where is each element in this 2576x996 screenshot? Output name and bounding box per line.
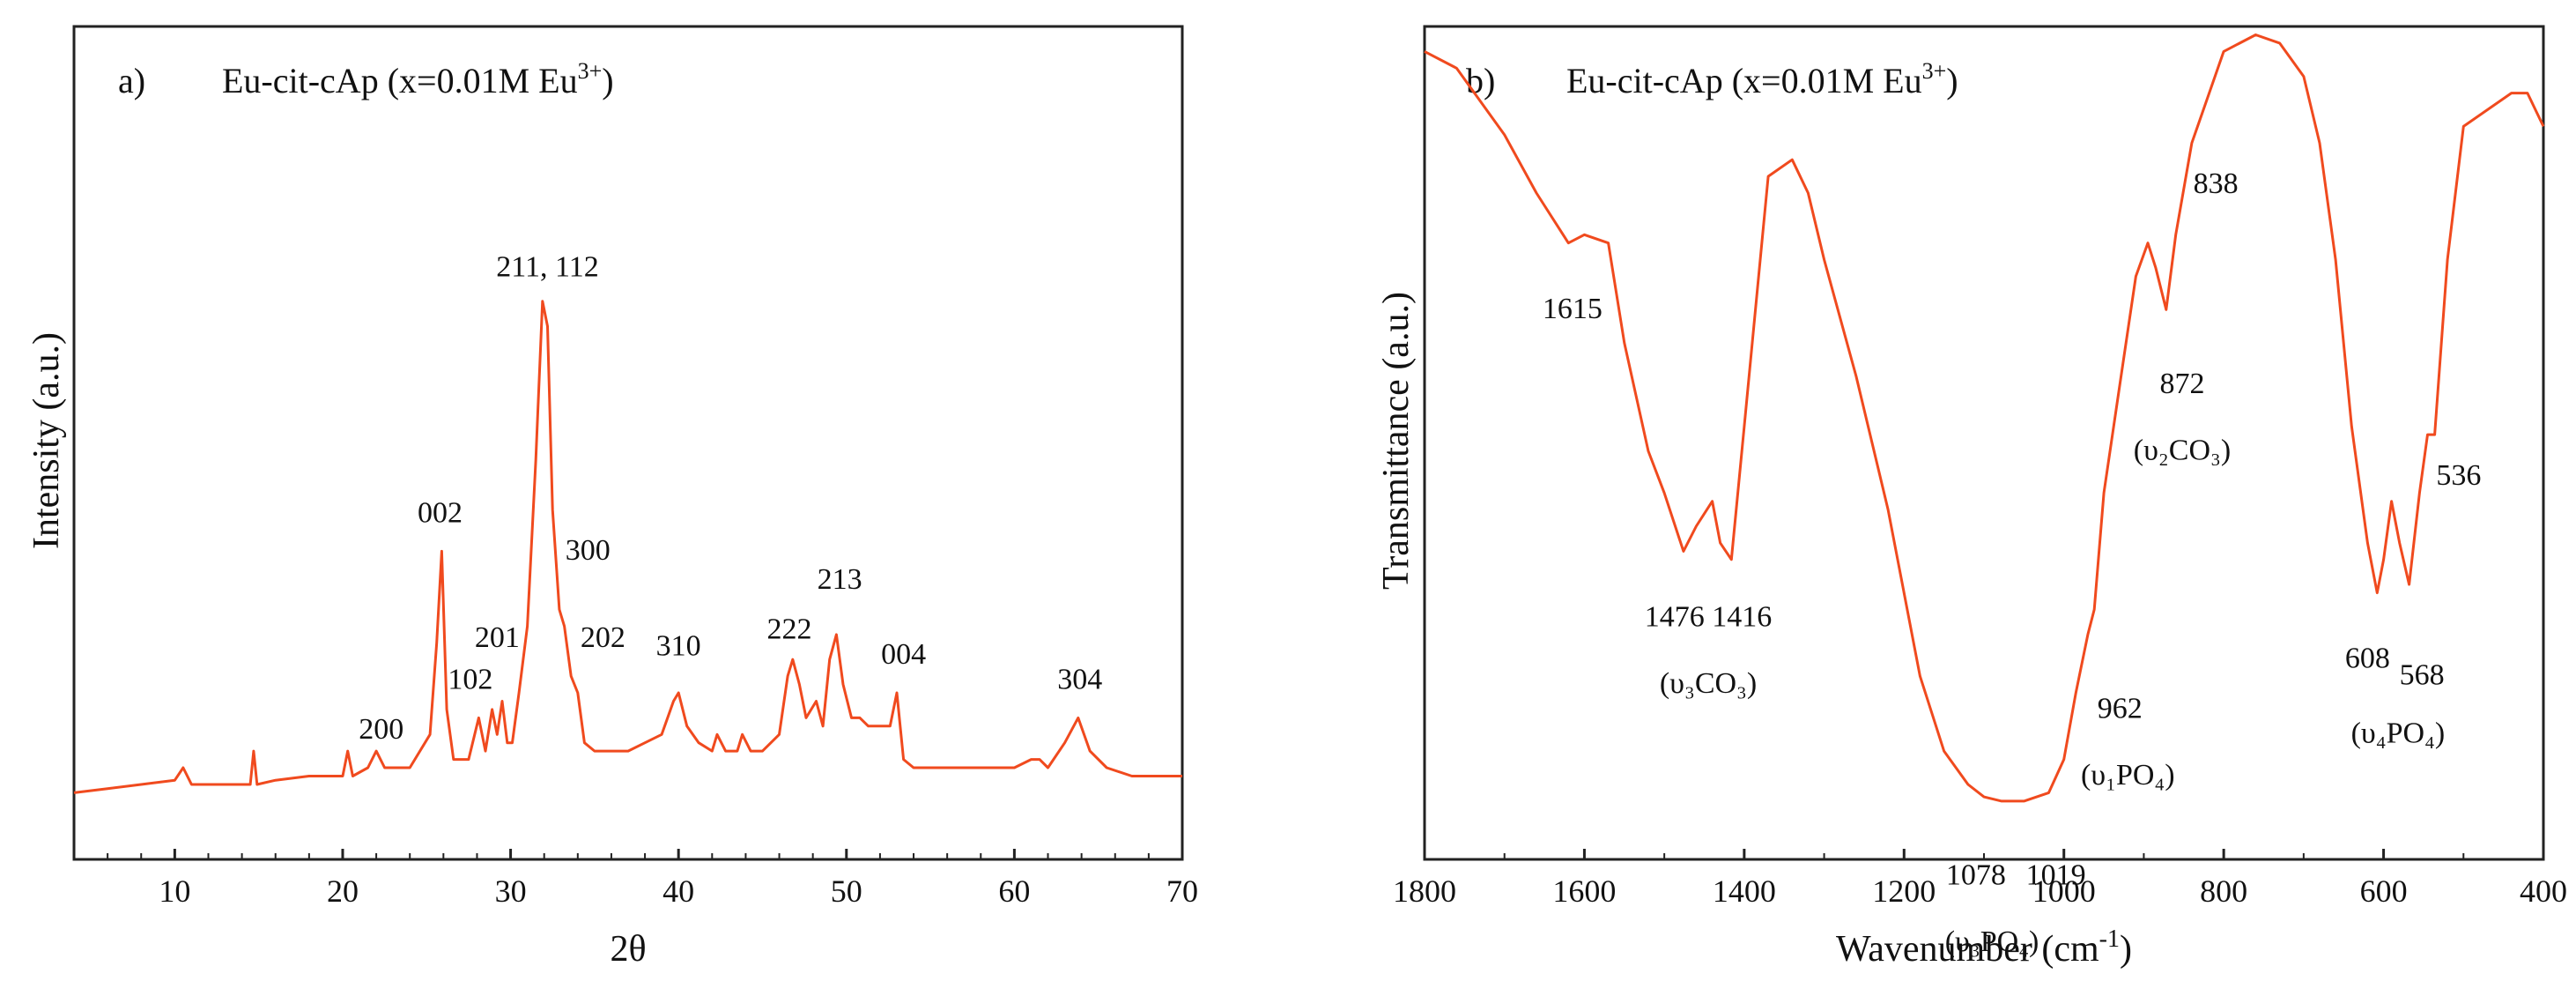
- xrd-annotation: 102: [448, 663, 492, 695]
- xrd-annotation: 200: [359, 713, 403, 746]
- ftir-annotation: (υ₂CO₃): [2134, 434, 2231, 466]
- xrd-annotation: 201: [475, 621, 520, 654]
- ftir-annotation: 536: [2436, 459, 2481, 492]
- xrd-annotation: 304: [1057, 663, 1102, 695]
- ftir-annotation: 608: [2345, 643, 2390, 675]
- ftir-x-axis-title: Wavenumber (cm-1): [1836, 925, 2132, 970]
- ftir-x-tick-label: 1000: [2032, 873, 2096, 909]
- xrd-chart: a) Eu-cit-cAp (x=0.01M Eu3+) 10 20 30 40 50 6…: [26, 25, 1198, 970]
- xrd-y-axis-title: Intensity (a.u.): [26, 332, 67, 549]
- ftir-x-tick-labels: 1800 1600 1400 1200 1000 800 600 400: [1393, 873, 2567, 909]
- ftir-chart-title: Eu-cit-cAp (x=0.01M Eu3+): [1566, 58, 1958, 100]
- xrd-chart-title: Eu-cit-cAp (x=0.01M Eu3+): [222, 58, 614, 100]
- ftir-annotation: (υ₁PO₄): [2081, 759, 2175, 792]
- xrd-x-tick-label: 20: [327, 873, 359, 909]
- xrd-panel-label: a): [118, 61, 145, 100]
- ftir-x-tick-label: 1200: [1872, 873, 1936, 909]
- xrd-series-line: [73, 300, 1182, 794]
- ftir-annotation: 962: [2098, 692, 2143, 725]
- xrd-x-tick-label: 40: [663, 873, 694, 909]
- ftir-annotation: 1078: [1946, 858, 2006, 891]
- xrd-x-axis: [73, 849, 1184, 859]
- xrd-annotation: 211, 112: [496, 251, 598, 284]
- ftir-annotation: 568: [2400, 659, 2445, 692]
- ftir-x-tick-label: 400: [2520, 873, 2567, 909]
- ftir-annotation: 1019: [2026, 858, 2086, 891]
- ftir-x-tick-label: 800: [2200, 873, 2247, 909]
- xrd-annotation: 222: [766, 613, 811, 646]
- xrd-annotation: 300: [566, 534, 611, 567]
- ftir-y-axis-title: Transmittance (a.u.): [1376, 292, 1417, 590]
- ftir-x-tick-label: 600: [2360, 873, 2408, 909]
- ftir-annotation: 838: [2194, 167, 2239, 200]
- ftir-annotation: 1476 1416: [1645, 600, 1773, 633]
- xrd-x-tick-label: 30: [495, 873, 527, 909]
- xrd-x-tick-label: 10: [159, 873, 190, 909]
- xrd-annotation: 213: [818, 563, 862, 596]
- ftir-annotation: (υ₃CO₃): [1660, 667, 1757, 700]
- xrd-x-tick-label: 60: [998, 873, 1030, 909]
- ftir-band-labels: 1615 838 872 (υ₂CO₃) 1476 1416 (υ₃CO₃) 1078 101…: [1543, 167, 2482, 958]
- ftir-panel-label: b): [1466, 61, 1495, 100]
- ftir-annotation: 1615: [1543, 293, 1603, 325]
- xrd-x-tick-labels: 10 20 30 40 50 60 70: [159, 873, 1198, 909]
- ftir-annotation: (υ₃PO₄): [1945, 925, 2039, 958]
- ftir-series-line: [1424, 33, 2545, 803]
- xrd-annotation: 004: [881, 638, 926, 671]
- xrd-x-tick-label: 70: [1166, 873, 1198, 909]
- xrd-annotation: 310: [656, 629, 701, 662]
- ftir-x-tick-label: 1400: [1713, 873, 1776, 909]
- ftir-x-tick-label: 1600: [1552, 873, 1616, 909]
- ftir-annotation: 872: [2159, 368, 2204, 400]
- xrd-plot-frame: [72, 25, 1184, 861]
- xrd-x-axis-title: 2θ: [610, 929, 646, 970]
- ftir-chart: b) Eu-cit-cAp (x=0.01M Eu3+) 1800 1600 140…: [1376, 25, 2567, 970]
- ftir-x-tick-label: 1800: [1393, 873, 1456, 909]
- xrd-annotation: 002: [418, 496, 463, 529]
- ftir-annotation: (υ₄PO₄): [2351, 717, 2446, 750]
- xrd-x-tick-label: 50: [831, 873, 862, 909]
- xrd-annotation: 202: [581, 621, 625, 654]
- ftir-x-axis: [1423, 849, 2545, 859]
